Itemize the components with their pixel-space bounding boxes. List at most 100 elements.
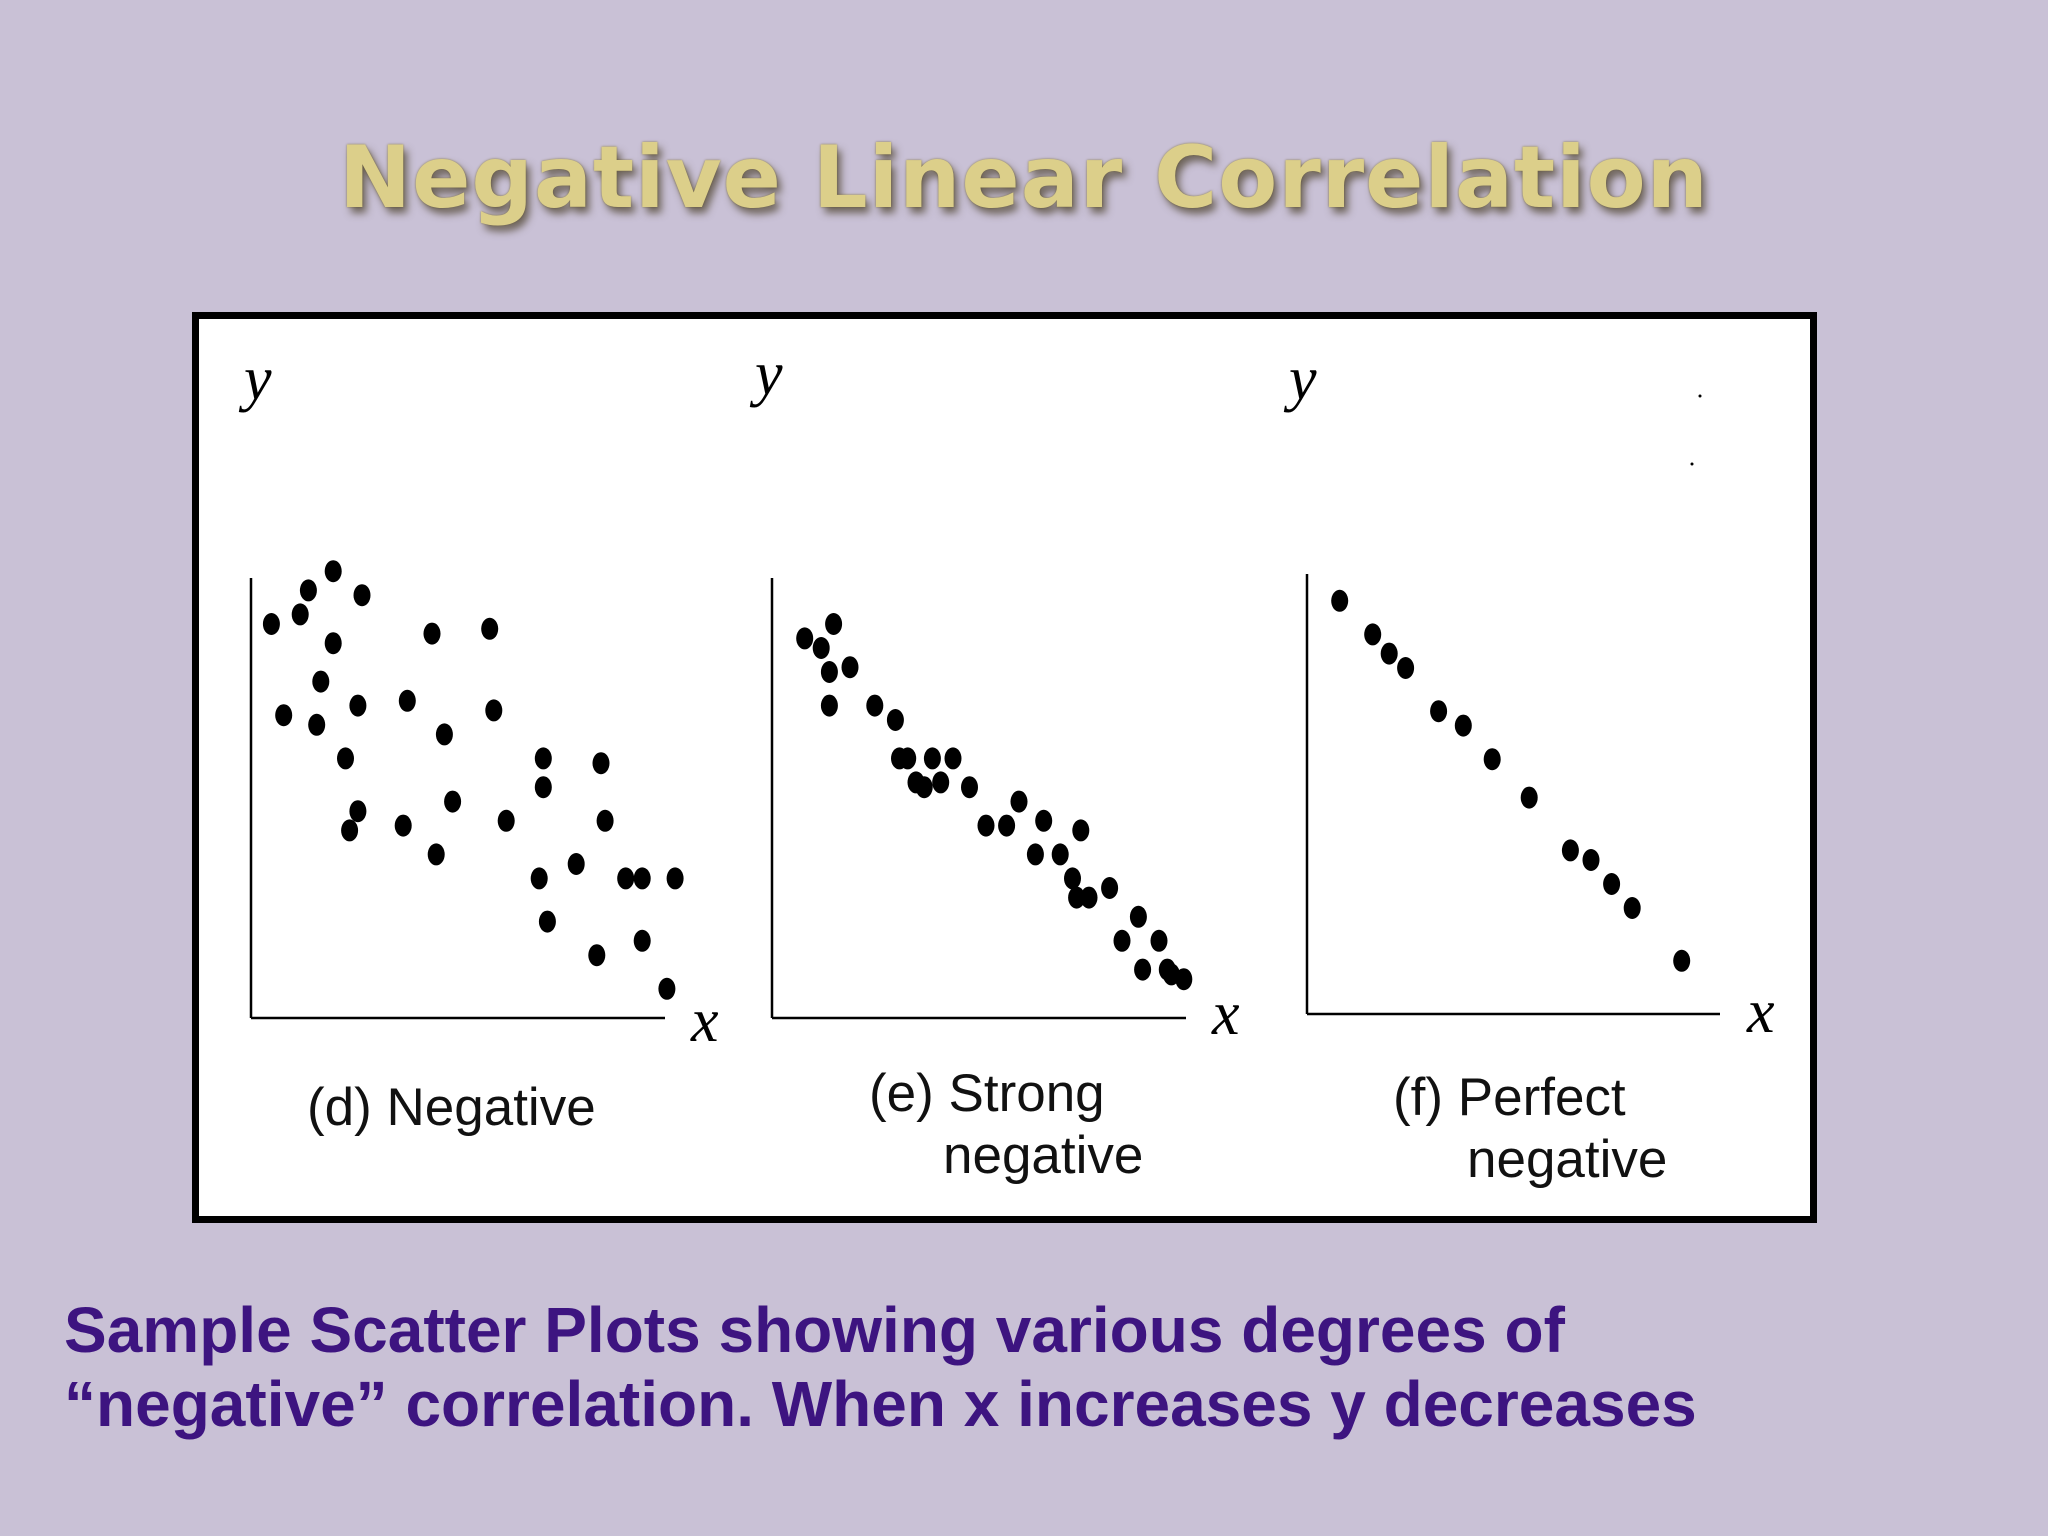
- data-point-f-8: [1561, 839, 1579, 862]
- data-point-e-18: [1010, 790, 1028, 813]
- data-point-d-12: [353, 584, 371, 607]
- data-point-d-28: [592, 752, 610, 775]
- data-point-e-13: [932, 771, 950, 794]
- data-point-d-27: [588, 944, 606, 967]
- data-point-d-20: [485, 699, 503, 722]
- data-point-d-31: [633, 867, 651, 890]
- slide-title: Negative Linear Correlation: [339, 128, 1709, 228]
- data-point-d-1: [275, 704, 293, 727]
- data-point-e-23: [1068, 886, 1086, 909]
- data-point-e-14: [944, 747, 962, 770]
- caption-d-line-1: (d) Negative: [307, 1078, 596, 1137]
- data-point-f-4: [1430, 700, 1448, 723]
- data-point-d-14: [398, 689, 416, 712]
- data-point-d-7: [324, 560, 342, 583]
- data-point-d-10: [349, 694, 367, 717]
- data-point-e-19: [1026, 843, 1044, 866]
- data-point-e-16: [977, 814, 995, 837]
- data-point-e-5: [841, 656, 859, 679]
- data-point-d-6: [324, 632, 342, 655]
- data-point-d-25: [538, 910, 556, 933]
- x-axis-label-e: x: [1211, 980, 1240, 1048]
- caption-e-line-1: (e) Strong: [869, 1064, 1105, 1123]
- data-point-f-5: [1454, 714, 1472, 737]
- data-point-e-29: [1134, 958, 1152, 981]
- y-axis-label-d: y: [238, 345, 272, 413]
- data-point-d-8: [337, 747, 354, 770]
- data-point-d-5: [312, 670, 330, 693]
- data-point-d-9: [341, 819, 359, 842]
- scatter-plots-svg: y x y x y x: [238, 340, 1775, 1055]
- data-point-d-34: [666, 867, 684, 890]
- data-point-f-6: [1483, 748, 1501, 771]
- data-point-e-21: [1051, 843, 1069, 866]
- data-point-e-0: [796, 627, 814, 650]
- data-point-e-22: [1064, 867, 1081, 890]
- data-point-d-17: [435, 723, 453, 746]
- caption-e: (e) Strong negative: [869, 1063, 1143, 1187]
- data-point-d-29: [596, 809, 614, 832]
- data-point-d-19: [481, 617, 499, 640]
- data-point-d-32: [633, 929, 651, 952]
- data-point-f-2: [1380, 642, 1398, 665]
- y-axis-label-f: y: [1283, 345, 1317, 413]
- data-point-f-11: [1623, 897, 1641, 919]
- data-point-f-12: [1673, 949, 1691, 972]
- caption-f-line-2: negative: [1467, 1130, 1668, 1189]
- stray-mark: [1690, 462, 1694, 466]
- data-point-d-15: [423, 622, 441, 645]
- caption-e-line-2: negative: [943, 1126, 1144, 1185]
- data-point-d-2: [291, 603, 309, 626]
- data-point-e-30: [1150, 929, 1168, 952]
- data-point-e-1: [812, 637, 830, 659]
- data-point-e-7: [886, 709, 904, 731]
- data-point-e-3: [820, 694, 838, 717]
- data-point-e-2: [820, 661, 838, 683]
- description-text: Sample Scatter Plots showing various deg…: [64, 1293, 1697, 1441]
- data-point-d-13: [394, 814, 412, 837]
- y-axis-label-e: y: [749, 340, 783, 408]
- data-point-d-30: [617, 867, 635, 890]
- data-point-f-9: [1582, 849, 1600, 871]
- data-point-f-7: [1520, 786, 1538, 809]
- data-point-e-6: [866, 694, 884, 717]
- data-point-e-4: [825, 613, 843, 635]
- data-point-d-11: [349, 800, 367, 823]
- data-point-e-26: [1101, 877, 1119, 899]
- caption-d: (d) Negative: [307, 1077, 596, 1139]
- data-point-e-17: [998, 814, 1016, 837]
- data-point-e-24: [1072, 819, 1090, 842]
- data-point-f-3: [1397, 657, 1415, 679]
- caption-f-line-1: (f) Perfect: [1393, 1068, 1626, 1127]
- data-point-f-10: [1603, 873, 1621, 895]
- description-line-2: “negative” correlation. When x increases…: [64, 1368, 1697, 1440]
- data-point-d-4: [308, 713, 326, 736]
- data-point-d-22: [534, 747, 552, 770]
- data-point-e-11: [915, 776, 933, 799]
- description-line-1: Sample Scatter Plots showing various deg…: [64, 1294, 1565, 1366]
- stray-mark: [1698, 394, 1702, 398]
- caption-f: (f) Perfect negative: [1393, 1067, 1667, 1191]
- data-point-d-24: [530, 867, 548, 890]
- data-point-e-12: [923, 747, 941, 770]
- data-point-f-0: [1331, 589, 1349, 612]
- data-point-e-9: [899, 747, 917, 770]
- data-point-d-0: [262, 613, 280, 635]
- data-point-e-25: [1080, 886, 1098, 909]
- data-point-d-18: [444, 790, 462, 813]
- data-point-f-1: [1364, 623, 1382, 646]
- data-point-d-33: [658, 977, 676, 1000]
- data-point-d-23: [534, 776, 552, 799]
- x-axis-label-d: x: [690, 987, 719, 1055]
- data-point-d-3: [299, 579, 317, 602]
- data-point-e-33: [1175, 968, 1193, 991]
- data-point-e-27: [1113, 929, 1131, 952]
- data-point-e-15: [961, 776, 978, 799]
- data-point-d-26: [567, 853, 585, 875]
- data-point-d-21: [497, 809, 515, 832]
- data-point-e-28: [1129, 905, 1147, 928]
- x-axis-label-f: x: [1746, 978, 1775, 1046]
- data-point-d-16: [427, 843, 445, 866]
- data-point-e-20: [1035, 809, 1053, 832]
